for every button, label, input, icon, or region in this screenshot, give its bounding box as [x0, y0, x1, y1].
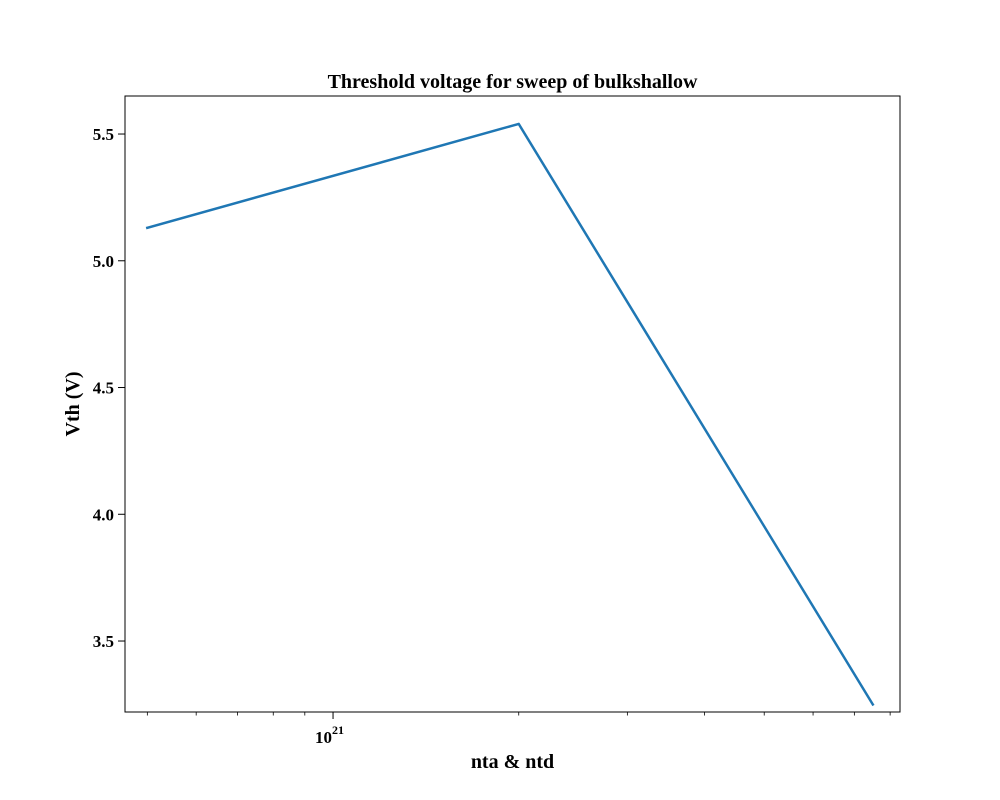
y-axis-ticks: 3.5 4.0 4.5 5.0 5.5 [93, 125, 125, 651]
x-axis-ticks: 10 21 [146, 712, 891, 747]
axes-frame [124, 95, 901, 713]
y-tick-label-1: 3.5 [93, 632, 114, 651]
chart-title: Threshold voltage for sweep of bulkshall… [328, 71, 698, 93]
plot-area: 10 21 3.5 4.0 4.5 5.0 5.5 [93, 95, 901, 747]
y-tick-label-2: 4.0 [93, 505, 114, 524]
y-tick-label-5: 5.5 [93, 125, 114, 144]
x-tick-label-1: 10 21 [315, 723, 344, 747]
y-axis-label: Vth (V) [62, 372, 84, 437]
y-tick-label-3: 4.5 [93, 379, 114, 398]
x-tick-label-base: 10 [315, 728, 332, 747]
series-line-1 [145, 122, 875, 707]
x-axis-label: nta & ntd [471, 751, 554, 773]
y-tick-label-4: 5.0 [93, 252, 114, 271]
x-tick-label-exponent: 21 [332, 723, 344, 737]
series-layer [145, 122, 875, 707]
